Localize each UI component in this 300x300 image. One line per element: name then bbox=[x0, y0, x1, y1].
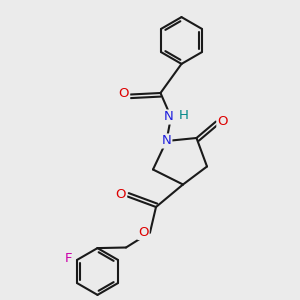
Text: F: F bbox=[65, 252, 73, 265]
Text: N: N bbox=[162, 134, 171, 148]
Text: N: N bbox=[164, 110, 173, 124]
Text: O: O bbox=[119, 86, 129, 100]
Text: O: O bbox=[138, 226, 149, 239]
Text: O: O bbox=[217, 115, 228, 128]
Text: H: H bbox=[179, 109, 188, 122]
Text: O: O bbox=[116, 188, 126, 202]
